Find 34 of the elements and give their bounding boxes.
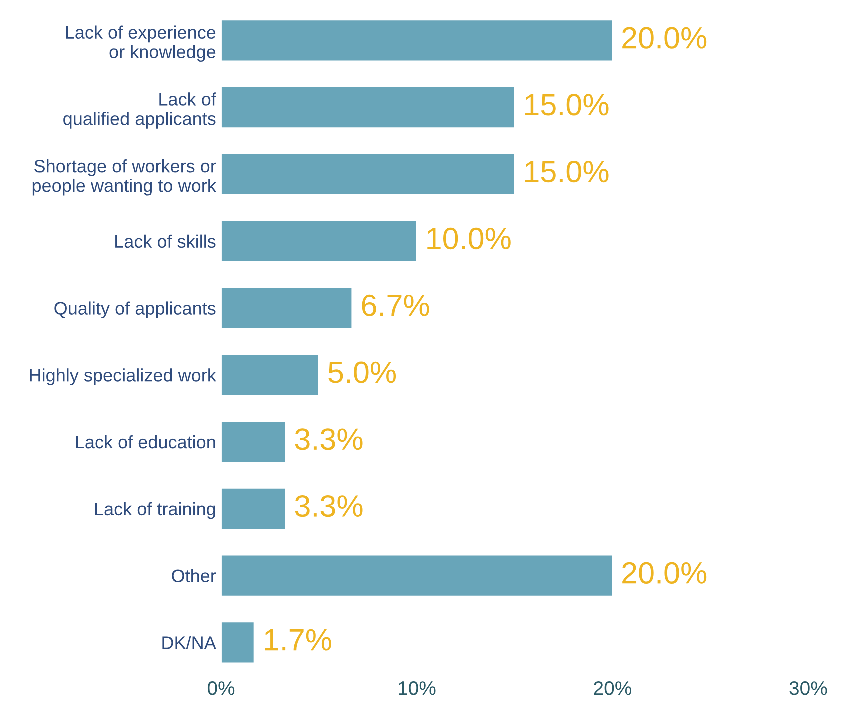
y-tick-label: Lack of skills — [116, 234, 216, 248]
bar — [221, 86, 516, 130]
data-label: 1.7% — [265, 629, 332, 651]
bar — [221, 420, 287, 464]
y-tick-label: Other — [172, 569, 216, 583]
y-tick-label: Highly specialized work — [30, 368, 216, 386]
x-tick-label: 20% — [594, 681, 632, 696]
bar — [221, 153, 516, 196]
y-tick-label: Lack of education — [76, 435, 216, 449]
bar — [221, 354, 320, 397]
x-tick-label: 0% — [208, 681, 235, 696]
data-label: 3.3% — [295, 495, 363, 518]
bar — [221, 487, 287, 530]
y-tick-label: Quality of applicants — [54, 302, 216, 319]
bar — [221, 286, 354, 330]
data-label: 20.0% — [622, 27, 707, 49]
bar — [221, 19, 614, 62]
bar — [221, 220, 418, 263]
data-label: 5.0% — [328, 362, 396, 384]
x-tick-label: 30% — [790, 681, 828, 696]
data-label: 20.0% — [622, 562, 707, 584]
y-tick-label: DK/NA — [162, 636, 216, 650]
x-tick-label: 10% — [399, 681, 436, 696]
y-tick-label: Lack of qualified applicants — [64, 92, 216, 129]
data-label: 15.0% — [526, 94, 609, 116]
bar — [221, 621, 256, 664]
data-label: 15.0% — [526, 161, 609, 183]
data-label: 6.7% — [362, 294, 430, 316]
y-tick-label: Lack of experience or knowledge — [66, 26, 216, 62]
data-label: 10.0% — [428, 228, 511, 250]
data-label: 3.3% — [295, 428, 363, 450]
y-tick-label: Shortage of workers or people wanting to work — [32, 160, 216, 196]
y-tick-label: Lack of training — [95, 502, 216, 520]
bar — [221, 554, 614, 598]
